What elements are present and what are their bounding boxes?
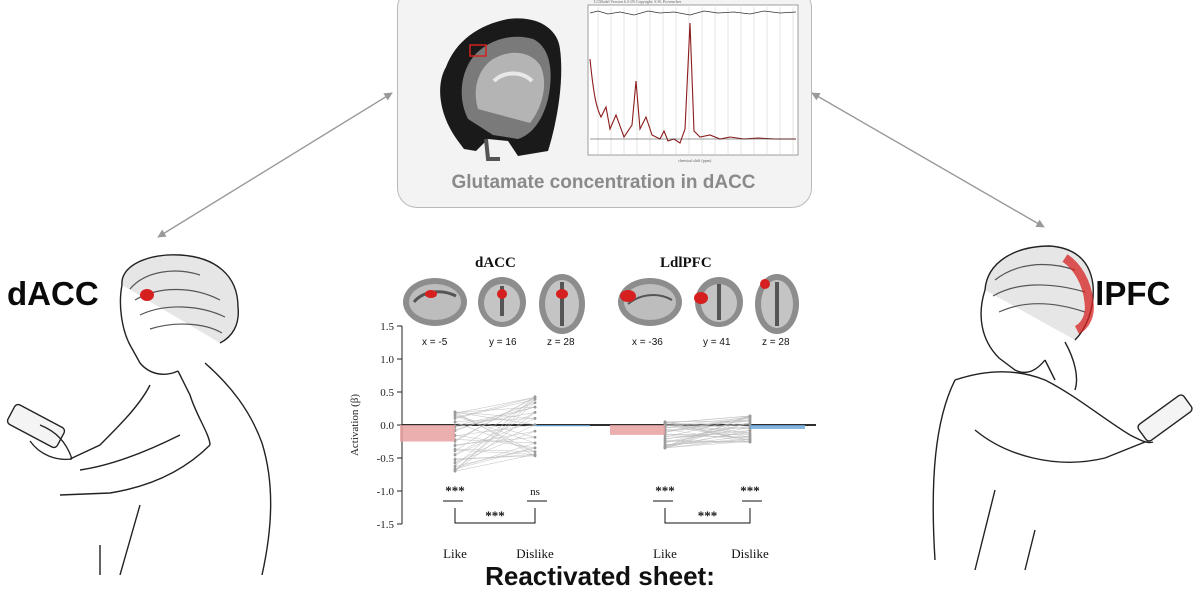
subject-point (534, 447, 537, 450)
y-tick-label: 0.5 (380, 387, 394, 399)
category-label: Dislike (516, 546, 554, 561)
brain-panel-title-dacc: dACC (475, 255, 516, 272)
subject-point (454, 411, 457, 414)
phone-left (6, 403, 66, 449)
subject-point (534, 430, 537, 433)
bar-like (610, 425, 665, 435)
bar-dislike (535, 425, 590, 426)
subject-point (454, 458, 457, 461)
right-arrow (812, 93, 1044, 227)
subject-point (534, 406, 537, 409)
subject-point (534, 398, 537, 401)
person-left-illustration (0, 245, 300, 575)
y-tick-label: 0.0 (380, 420, 394, 432)
subject-point (749, 415, 752, 418)
brain-panel-title-ldlpfc: LdlPFC (660, 255, 712, 272)
bottom-caption: Reactivated sheet: (0, 561, 1200, 592)
subject-point (454, 450, 457, 453)
subject-point (664, 437, 667, 440)
subject-point (664, 422, 667, 425)
subject-point (749, 422, 752, 425)
subject-point (454, 443, 457, 446)
subject-point (664, 446, 667, 449)
left-arrow (158, 93, 392, 237)
sig-pair: *** (485, 508, 505, 523)
y-tick-label: -1.0 (377, 486, 395, 498)
phone-right (1136, 393, 1193, 442)
subject-point (534, 401, 537, 404)
subject-point (454, 453, 457, 456)
y-tick-label: -1.5 (377, 519, 395, 531)
bar-dislike (750, 425, 805, 429)
subject-point (749, 429, 752, 432)
category-label: Like (653, 546, 677, 561)
activation-chart: 1.5 1.0 0.5 0.0 -0.5 -1.0 -1.5 Activation (β) Li… (340, 312, 820, 570)
category-label: Like (443, 546, 467, 561)
subject-point (534, 450, 537, 453)
subject-point (454, 421, 457, 424)
person-right-illustration (915, 230, 1200, 575)
subject-point (534, 411, 537, 414)
subject-point (454, 465, 457, 468)
subject-point (749, 440, 752, 443)
subject-point (534, 453, 537, 456)
subject-line (455, 399, 535, 418)
y-axis-label: Activation (β) (349, 394, 361, 456)
y-tick-label: 1.5 (380, 321, 394, 333)
subject-point (534, 436, 537, 439)
sig-like: *** (655, 483, 675, 498)
sig-dislike: ns (530, 486, 540, 498)
subject-point (534, 417, 537, 420)
sig-pair: *** (698, 508, 718, 523)
subject-line (455, 397, 535, 413)
category-label: Dislike (731, 546, 769, 561)
y-tick-label: 1.0 (380, 354, 394, 366)
subject-line (455, 439, 535, 442)
sig-like: *** (445, 483, 465, 498)
subject-point (749, 420, 752, 423)
subject-point (454, 462, 457, 465)
sig-dislike: *** (740, 483, 760, 498)
subject-point (664, 441, 667, 444)
subject-point (454, 470, 457, 473)
subject-point (454, 417, 457, 420)
y-tick-label: -0.5 (377, 453, 395, 465)
bar-like (400, 425, 455, 442)
subject-point (534, 442, 537, 445)
subject-point (749, 438, 752, 441)
subject-point (749, 433, 752, 436)
